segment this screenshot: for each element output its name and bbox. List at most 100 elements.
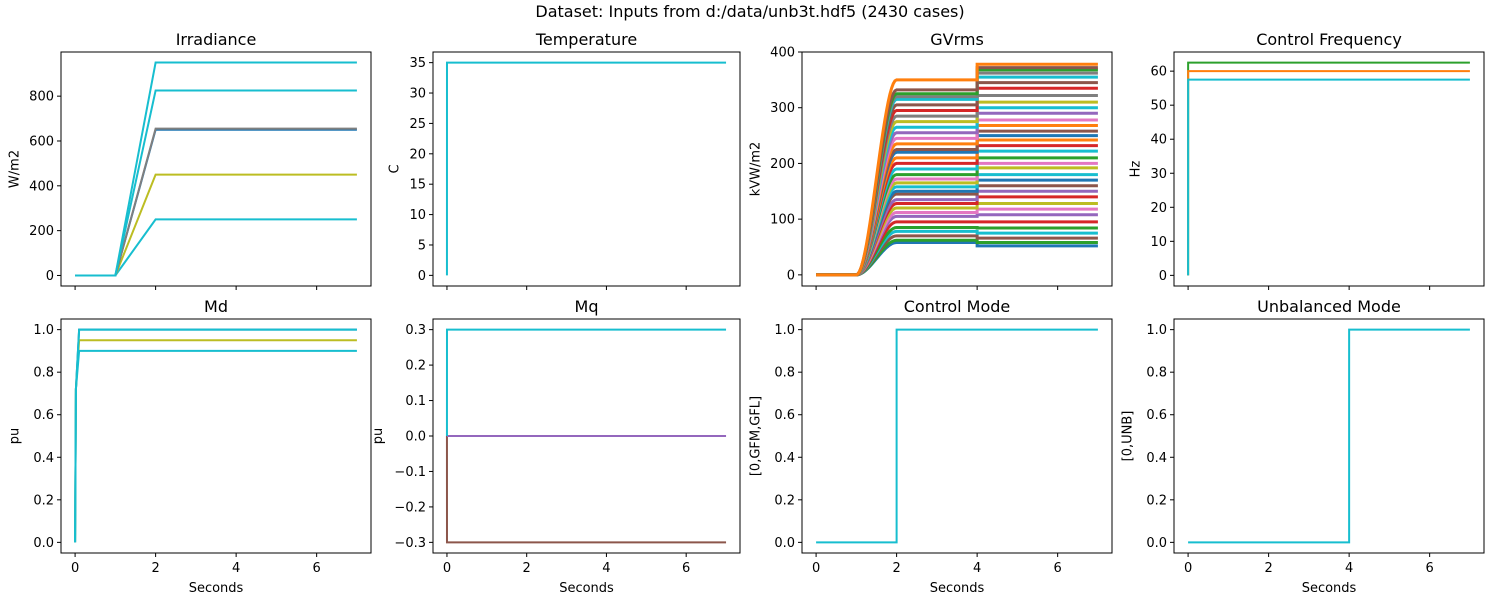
y-tick-label: 1.0 [33,323,54,338]
y-tick-label: 0.0 [1146,536,1167,551]
y-tick-label: 200 [770,157,795,172]
y-axis-label: pu [371,428,386,445]
y-tick-label: 300 [770,101,795,116]
y-tick-label: 0.2 [405,359,426,374]
series-line-3 [445,328,727,437]
series-line-2 [1187,70,1470,276]
series-line-1 [445,61,727,276]
series-line-3 [74,349,357,543]
y-tick-label: 0.6 [774,408,795,423]
y-axis-label: [0,GFM,GFL] [748,396,763,476]
subplot-title: Irradiance [176,30,257,49]
x-tick-label: 4 [602,561,610,576]
axes-frame [801,318,1113,554]
subplot-title: Temperature [535,30,637,49]
series-line-3 [75,128,357,277]
y-tick-label: 25 [409,117,426,132]
axes-frame [60,318,372,554]
y-axis-label: C [388,164,403,173]
y-tick-label: 20 [409,147,426,162]
series-line-5 [75,89,357,277]
y-tick-label: 40 [1150,133,1167,148]
x-tick-label: 6 [313,561,321,576]
x-tick-label: 4 [232,561,240,576]
y-tick-label: 15 [409,178,426,193]
y-tick-label: 10 [409,208,426,223]
x-axis-label: Seconds [930,581,985,596]
series-line-14 [816,173,1098,277]
y-tick-label: 50 [1150,99,1167,114]
subplot-2: 0 5 10 15 20 25 30 35 Temperature C [388,30,741,290]
subplot-title: Unbalanced Mode [1257,297,1401,316]
series-group [1188,328,1470,544]
y-tick-label: 0.0 [774,536,795,551]
series-line-6 [816,220,1098,277]
subplot-4: 0 10 20 30 40 50 60 Control Frequency Hz [1129,30,1485,290]
y-tick-label: 600 [29,134,54,149]
y-tick-label: −0.2 [394,500,426,515]
y-tick-label: 0 [46,269,54,284]
series-line-1 [1187,61,1470,276]
subplot-8: 0.0 0.2 0.4 0.6 0.8 1.0 0 2 4 6 Unbalanced Mode [0,… [1120,297,1485,596]
y-tick-label: 30 [409,87,426,102]
y-tick-label: 0.2 [1146,493,1167,508]
subplot-5: 0.0 0.2 0.4 0.6 0.8 1.0 0 2 4 6 Md pu Seconds [7,297,372,596]
y-tick-label: 0.0 [405,430,426,445]
series-line-2 [74,339,357,543]
y-tick-label: −0.3 [394,536,426,551]
figure-suptitle: Dataset: Inputs from d:/data/unb3t.hdf5 … [535,2,965,21]
x-tick-label: 2 [1264,561,1272,576]
series-group [445,61,727,276]
y-tick-label: 800 [29,90,54,105]
x-tick-label: 2 [892,561,900,576]
x-tick-label: 4 [1345,561,1353,576]
subplot-1: 0 200 400 600 800 Irradiance W/m2 [7,30,372,290]
series-line-6 [75,61,357,277]
x-tick-label: 2 [523,561,531,576]
y-tick-label: 0.6 [33,408,54,423]
y-tick-label: 0 [1159,269,1167,284]
y-tick-label: 400 [770,46,795,61]
series-line-3 [1187,78,1470,276]
y-tick-label: 100 [770,213,795,228]
subplot-7: 0.0 0.2 0.4 0.6 0.8 1.0 0 2 4 6 Control Mode [0,GFM… [748,297,1113,596]
y-tick-label: 0.2 [774,493,795,508]
y-tick-label: 0.4 [33,451,54,466]
series-line-1 [816,328,1098,544]
x-tick-label: 6 [1426,561,1434,576]
series-group [816,62,1098,277]
y-tick-label: 1.0 [774,323,795,338]
series-line-35 [816,62,1098,277]
subplot-title: GVrms [930,30,984,49]
y-tick-label: 0.8 [1146,366,1167,381]
x-tick-label: 6 [1054,561,1062,576]
y-axis-label: kVW/m2 [748,142,763,197]
y-tick-label: 0.3 [405,323,426,338]
y-tick-label: 0.4 [774,451,795,466]
y-tick-label: 0.8 [774,366,795,381]
series-line-1 [816,241,1098,277]
y-axis-label: Hz [1129,161,1144,178]
y-tick-label: 10 [1150,235,1167,250]
y-tick-label: 20 [1150,201,1167,216]
y-axis-label: pu [7,428,22,445]
x-tick-label: 0 [1184,561,1192,576]
series-line-1 [445,435,727,544]
y-tick-label: 0.8 [33,366,54,381]
subplot-6: −0.3 −0.2 −0.1 0.0 0.1 0.2 0.3 0 2 4 6 Mq pu Seconds [371,297,741,596]
axes-frame [801,51,1113,287]
y-tick-label: 0.6 [1146,408,1167,423]
x-tick-label: 4 [973,561,981,576]
y-tick-label: 0.1 [405,394,426,409]
series-group [1187,61,1470,276]
y-tick-label: 0.4 [1146,451,1167,466]
y-tick-label: 60 [1150,65,1167,80]
x-axis-label: Seconds [189,581,244,596]
y-tick-label: 1.0 [1146,323,1167,338]
y-tick-label: 200 [29,224,54,239]
y-tick-label: 35 [409,56,426,71]
x-axis-label: Seconds [559,581,614,596]
y-tick-label: 0 [787,268,795,283]
